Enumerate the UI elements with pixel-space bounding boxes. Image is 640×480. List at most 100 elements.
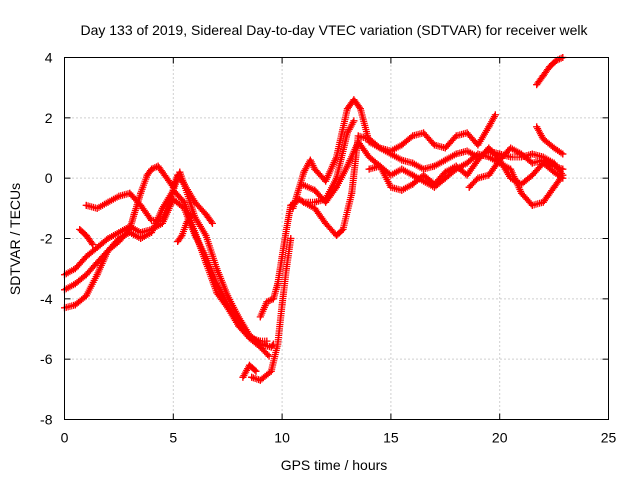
- data-point: [533, 81, 541, 89]
- data-point: [115, 192, 123, 200]
- data-point: [539, 135, 547, 143]
- data-point: [559, 174, 567, 182]
- data-point: [287, 235, 295, 242]
- data-point: [191, 198, 199, 206]
- plus-markers: [248, 235, 295, 384]
- data-point: [559, 150, 567, 158]
- data-point: [507, 144, 515, 152]
- data-point: [376, 144, 384, 152]
- data-point: [343, 129, 351, 137]
- data-point: [528, 159, 536, 167]
- data-point: [278, 253, 286, 261]
- data-point: [485, 153, 493, 161]
- data-point: [137, 235, 145, 242]
- data-point: [348, 189, 356, 197]
- data-point: [354, 138, 362, 146]
- data-point: [180, 198, 188, 206]
- data-point: [300, 168, 308, 176]
- data-point: [430, 141, 438, 149]
- data-point: [93, 204, 101, 212]
- data-point: [356, 105, 364, 113]
- data-point: [82, 201, 90, 209]
- data-point: [158, 216, 166, 224]
- data-point: [137, 201, 145, 209]
- data-point: [178, 231, 186, 239]
- data-point: [187, 210, 195, 218]
- x-tick-label: 5: [169, 430, 177, 446]
- data-point: [533, 123, 541, 131]
- y-tick-label: -8: [40, 412, 53, 428]
- data-point: [245, 331, 253, 339]
- data-point: [387, 147, 395, 155]
- data-point: [463, 159, 471, 167]
- data-point: [539, 156, 547, 164]
- data-point: [311, 165, 319, 173]
- data-point: [126, 225, 134, 233]
- data-point: [71, 301, 79, 309]
- series-track-4: [82, 168, 216, 227]
- data-point: [104, 235, 112, 242]
- axes: 0 5 10 15 20 25 -8 -6 -4 -2 0 2 4: [40, 50, 616, 446]
- data-point: [550, 168, 558, 176]
- data-point: [104, 198, 112, 206]
- data-point: [282, 265, 290, 273]
- data-point: [546, 63, 554, 71]
- data-point: [398, 141, 406, 149]
- data-point: [559, 165, 567, 173]
- data-point: [137, 228, 145, 236]
- data-point: [528, 201, 536, 209]
- data-point: [300, 198, 308, 206]
- data-point: [148, 165, 156, 173]
- data-point: [528, 150, 536, 158]
- data-point: [71, 280, 79, 288]
- data-point: [71, 265, 79, 273]
- plus-markers: [61, 162, 277, 351]
- data-point: [224, 292, 232, 300]
- data-point: [365, 165, 373, 173]
- data-point: [550, 183, 558, 191]
- data-point: [430, 162, 438, 170]
- series-track-3: [61, 162, 277, 351]
- series-track-8: [248, 235, 295, 384]
- y-tick-label: -2: [40, 231, 53, 247]
- y-tick-label: 0: [45, 170, 53, 186]
- data-point: [115, 238, 123, 246]
- data-point: [507, 174, 515, 182]
- data-point: [278, 301, 286, 309]
- data-point: [176, 168, 184, 176]
- series-track-5: [76, 225, 97, 249]
- data-point: [465, 183, 473, 191]
- data-point: [76, 225, 84, 233]
- data-point: [267, 367, 275, 375]
- data-point: [485, 123, 493, 131]
- data-point: [154, 162, 162, 170]
- data-point: [306, 156, 314, 164]
- data-point: [256, 313, 264, 321]
- data-point: [517, 150, 525, 158]
- data-point: [93, 244, 101, 252]
- data-point: [539, 72, 547, 80]
- data-point: [126, 189, 134, 197]
- series-track-13: [365, 144, 567, 194]
- data-point: [496, 156, 504, 164]
- data-point: [93, 259, 101, 267]
- data-point: [263, 298, 271, 306]
- data-point: [174, 238, 182, 246]
- data-point: [474, 174, 482, 182]
- data-point: [339, 225, 347, 233]
- series-track-14: [465, 144, 567, 191]
- data-point: [256, 340, 264, 348]
- data-point: [343, 105, 351, 113]
- data-point: [398, 156, 406, 164]
- data-point: [191, 231, 199, 239]
- series-track-15: [533, 123, 567, 158]
- data-point: [441, 156, 449, 164]
- x-tick-label: 20: [492, 430, 508, 446]
- data-point: [202, 253, 210, 261]
- data-point: [409, 132, 417, 140]
- y-tick-label: 2: [45, 110, 53, 126]
- data-point: [365, 135, 373, 143]
- x-tick-label: 0: [61, 430, 69, 446]
- data-point: [180, 204, 188, 212]
